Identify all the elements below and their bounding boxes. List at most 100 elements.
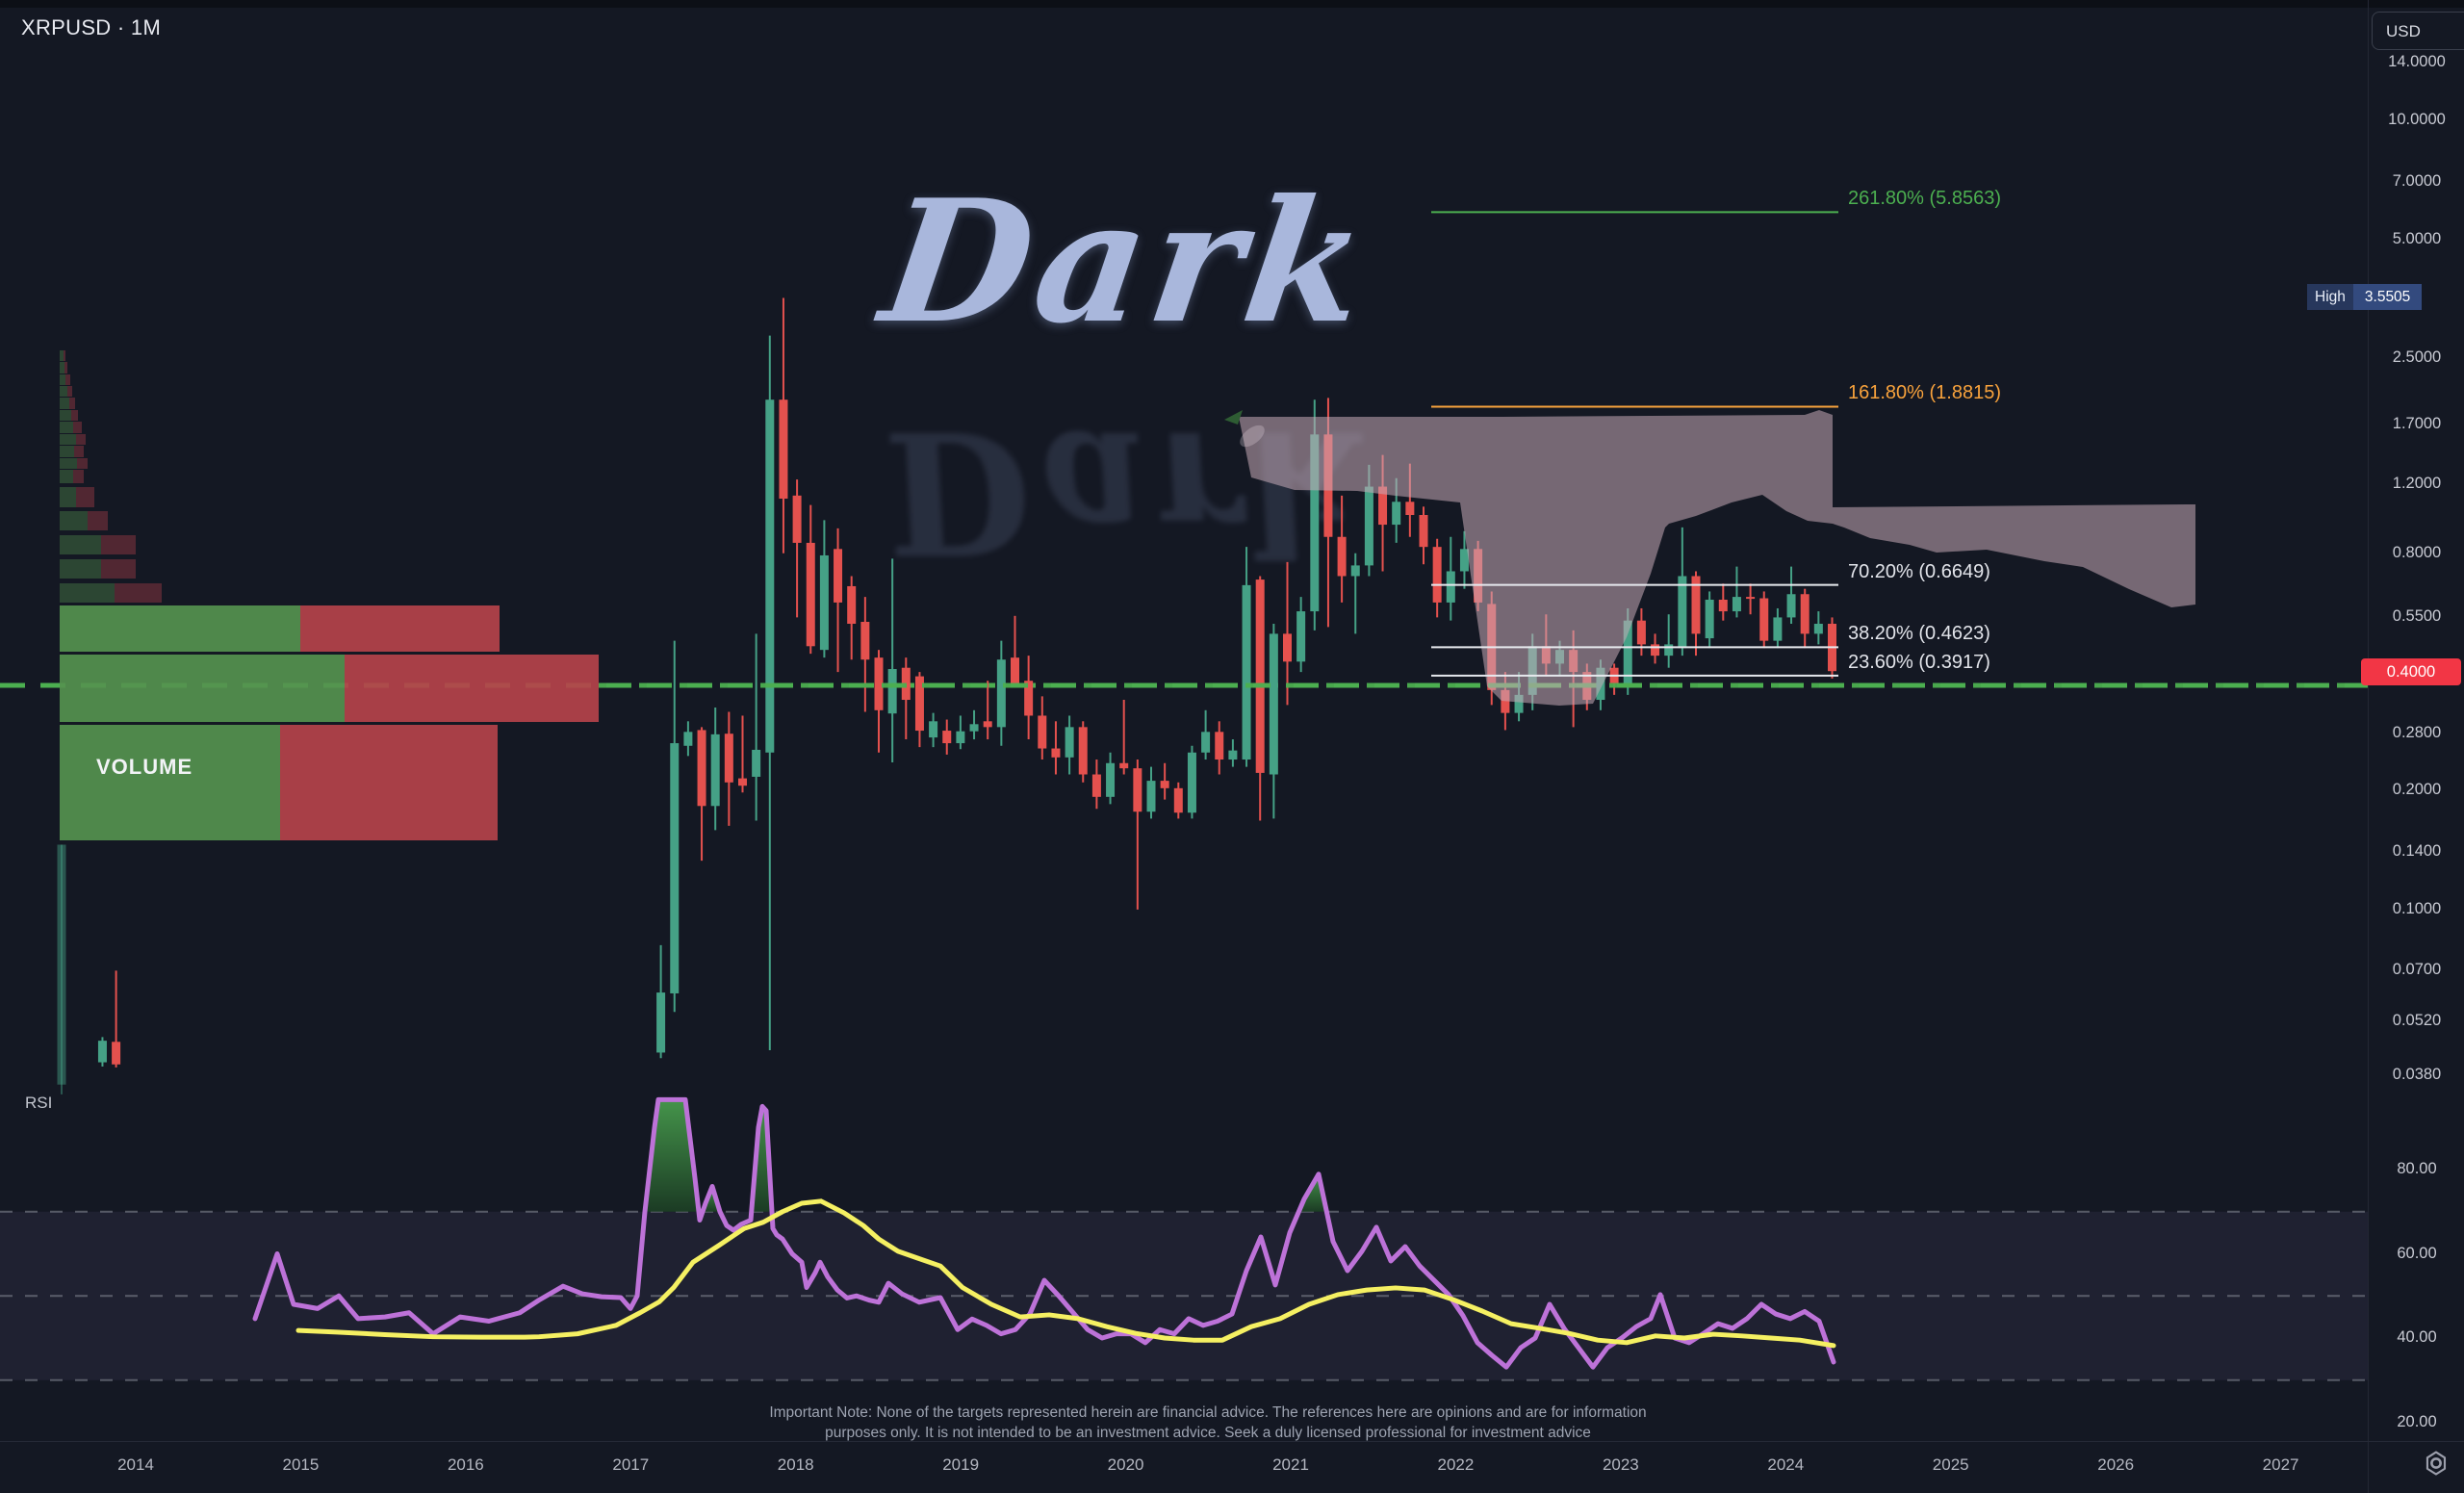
candle-body (806, 542, 815, 647)
projection-highlight (1240, 425, 1265, 448)
volume-profile-bar-up (60, 583, 115, 603)
price-tick: 2.5000 (2392, 348, 2442, 366)
candle-body (956, 731, 965, 744)
price-tick: 0.1000 (2392, 899, 2442, 917)
volume-profile-bar-down (300, 605, 500, 652)
volume-profile-bar-down (76, 487, 94, 507)
volume-profile-bar-up (60, 470, 73, 483)
candle-body (1051, 748, 1061, 758)
price-tick: 0.0520 (2392, 1012, 2442, 1030)
candle-body (1283, 633, 1292, 662)
candle-body (1623, 620, 1632, 683)
candle-body (1813, 624, 1823, 634)
candle-body (779, 399, 788, 500)
volume-profile-bar-up (60, 655, 345, 722)
rsi-tick: 60.00 (2397, 1244, 2437, 1262)
fib-level-label: 261.80% (5.8563) (1848, 188, 2002, 210)
volume-profile-bar-up (60, 362, 64, 373)
high-badge-label: High (2307, 284, 2353, 311)
candle-body (1350, 565, 1360, 577)
candle-body (670, 743, 680, 993)
candle-body (1773, 617, 1783, 641)
volume-profile-bar-up (60, 487, 76, 507)
volume-profile-bar-down (345, 655, 599, 722)
candle-body (860, 622, 870, 660)
candle-body (765, 399, 775, 753)
top-strip (0, 0, 2464, 8)
volume-profile-bar-down (280, 725, 498, 840)
year-tick: 2017 (612, 1455, 650, 1474)
candle-body (1242, 584, 1251, 760)
price-tick: 14.0000 (2388, 53, 2446, 71)
volume-profile-bar-down (65, 374, 70, 385)
candle-body (656, 992, 666, 1053)
price-tick: 0.1400 (2392, 841, 2442, 860)
volume-profile-bar-down (101, 535, 136, 554)
volume-profile-bar-down (115, 583, 162, 603)
rsi-line (252, 1096, 1836, 1370)
candle-body (874, 657, 884, 710)
year-tick: 2022 (1437, 1455, 1475, 1474)
projection-path (1239, 410, 2195, 706)
currency-button[interactable]: USD (2372, 12, 2464, 50)
candle-body (1337, 536, 1347, 577)
candle-body (1746, 597, 1756, 600)
candle-body (1269, 633, 1278, 775)
candle-body (792, 495, 802, 543)
price-tick: 7.0000 (2392, 171, 2442, 190)
candle-body (1091, 774, 1101, 797)
volume-profile-bar-up (60, 511, 88, 530)
candle-body (996, 659, 1006, 728)
candle-body (1160, 781, 1169, 788)
disclaimer: Important Note: None of the targets repr… (573, 1403, 1843, 1443)
symbol-title: XRPUSD · 1M (21, 15, 162, 39)
candle-body (1310, 434, 1320, 612)
volume-profile-bar-down (71, 410, 78, 421)
gear-icon[interactable] (2419, 1446, 2453, 1480)
candle-body (1691, 576, 1701, 634)
year-tick: 2027 (2262, 1455, 2299, 1474)
volume-profile-bar-down (101, 559, 136, 579)
candle-body (834, 549, 843, 603)
candle-body (983, 721, 992, 728)
current-price-badge: 0.4000 (2361, 658, 2461, 686)
price-tick: 10.0000 (2388, 111, 2446, 129)
candle-body (1119, 762, 1129, 769)
candle-body (1446, 571, 1455, 603)
candle-body (1228, 750, 1238, 760)
candle-body (1786, 594, 1796, 618)
candle-body (1065, 727, 1074, 758)
projection-arrow-icon (1224, 410, 1243, 425)
candle-body (1459, 549, 1469, 572)
candle-body (969, 724, 979, 732)
year-tick: 2018 (777, 1455, 814, 1474)
candle-body (914, 676, 924, 732)
candle-body (1636, 620, 1646, 645)
year-tick: 2024 (1767, 1455, 1805, 1474)
volume-profile-bar-up (60, 350, 64, 361)
disclaimer-line-2: purposes only. It is not intended to be … (825, 1425, 1591, 1441)
price-axis[interactable]: 14.0000 10.0000 7.0000 5.0000 2.5000 1.7000 1.… (2307, 0, 2464, 1493)
candle-body (1378, 486, 1388, 526)
price-tick: 0.0700 (2392, 961, 2442, 979)
volume-profile-bar-up (60, 386, 67, 397)
fib-level-label: 38.20% (0.4623) (1848, 623, 1990, 645)
volume-profile-bar-up (60, 410, 71, 421)
candle-body (1651, 644, 1660, 656)
candle-body (1364, 486, 1373, 566)
rsi-pane-label: RSI (25, 1094, 53, 1112)
candle-body (942, 731, 952, 744)
disclaimer-line-1: Important Note: None of the targets repr… (769, 1404, 1647, 1421)
candle-body (710, 734, 720, 807)
candle-body (1296, 611, 1306, 662)
candle-body (697, 730, 706, 807)
volume-profile-bar-down (64, 362, 67, 373)
volume-profile-bar-up (60, 559, 101, 579)
candle-body (1432, 547, 1442, 603)
volume-profile-bar-down (69, 398, 75, 409)
volume-profile-bar-down (73, 422, 82, 433)
candle-body (1419, 515, 1428, 548)
time-axis[interactable]: 2014 2015 2016 2017 2018 2019 2020 2021 2022 2023… (0, 1441, 2464, 1493)
